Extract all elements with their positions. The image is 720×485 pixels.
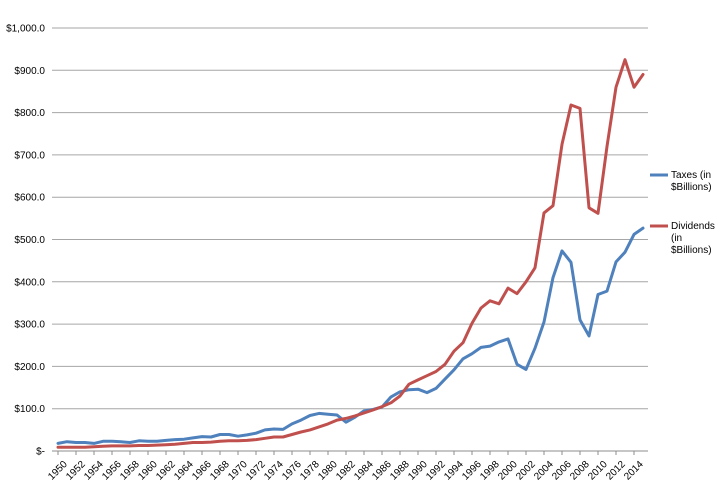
x-tick-label: 1982: [334, 459, 358, 483]
x-tick-label: 1970: [226, 459, 250, 483]
x-tick-label: 2004: [532, 459, 556, 483]
y-tick-label: $400.0: [14, 277, 45, 288]
x-tick-label: 1950: [46, 459, 70, 483]
x-tick-label: 2010: [586, 459, 610, 483]
x-tick-label: 2002: [514, 459, 538, 483]
x-tick-label: 1978: [298, 459, 322, 483]
x-tick-label: 1990: [406, 459, 430, 483]
y-tick-label: $600.0: [14, 193, 45, 204]
x-tick-label: 1972: [244, 459, 268, 483]
y-tick-label: $-: [36, 447, 45, 458]
y-tick-label: $500.0: [14, 235, 45, 246]
x-tick-label: 1994: [442, 459, 466, 483]
x-tick-label: 1956: [100, 459, 124, 483]
x-tick-label: 1998: [478, 459, 502, 483]
y-tick-label: $900.0: [14, 66, 45, 77]
x-axis: [52, 450, 648, 455]
legend-label-dividends: Dividends (in $Billions): [671, 221, 715, 256]
x-tick-label: 1986: [370, 459, 394, 483]
x-tick-label: 2000: [496, 459, 520, 483]
y-tick-label: $100.0: [14, 404, 45, 415]
legend-label-taxes: Taxes (in $Billions): [671, 170, 712, 193]
x-axis-tick-labels: 1950195219541956195819601962196419661968…: [46, 459, 646, 483]
taxes-series-line: [56, 226, 645, 445]
x-tick-label: 1980: [316, 459, 340, 483]
x-tick-label: 1966: [190, 459, 214, 483]
legend: Taxes (in $Billions) Dividends (in $Billions…: [650, 170, 715, 256]
x-tick-label: 1954: [82, 459, 106, 483]
y-tick-label: $700.0: [14, 150, 45, 161]
x-tick-label: 1968: [208, 459, 232, 483]
x-tick-label: 1976: [280, 459, 304, 483]
series-lines: [56, 58, 645, 449]
x-tick-label: 1988: [388, 459, 412, 483]
y-tick-label: $200.0: [14, 362, 45, 373]
x-tick-label: 1962: [154, 459, 178, 483]
x-tick-label: 1974: [262, 459, 286, 483]
x-tick-label: 1964: [172, 459, 196, 483]
x-tick-label: 1952: [64, 459, 88, 483]
x-tick-label: 2014: [622, 459, 646, 483]
x-tick-label: 2008: [568, 459, 592, 483]
x-tick-label: 1984: [352, 459, 376, 483]
x-tick-label: 2012: [604, 459, 628, 483]
x-tick-label: 1960: [136, 459, 160, 483]
y-tick-label: $1,000.0: [6, 24, 45, 35]
y-tick-label: $300.0: [14, 320, 45, 331]
y-axis-tick-labels: $- $100.0 $200.0 $300.0 $400.0 $500.0 $600.0 $7…: [6, 24, 45, 458]
x-tick-label: 1992: [424, 459, 448, 483]
x-tick-label: 1958: [118, 459, 142, 483]
y-tick-label: $800.0: [14, 108, 45, 119]
x-tick-label: 2006: [550, 459, 574, 483]
gridlines: [52, 27, 648, 410]
dividends-series-line: [56, 58, 645, 449]
x-tick-label: 1996: [460, 459, 484, 483]
